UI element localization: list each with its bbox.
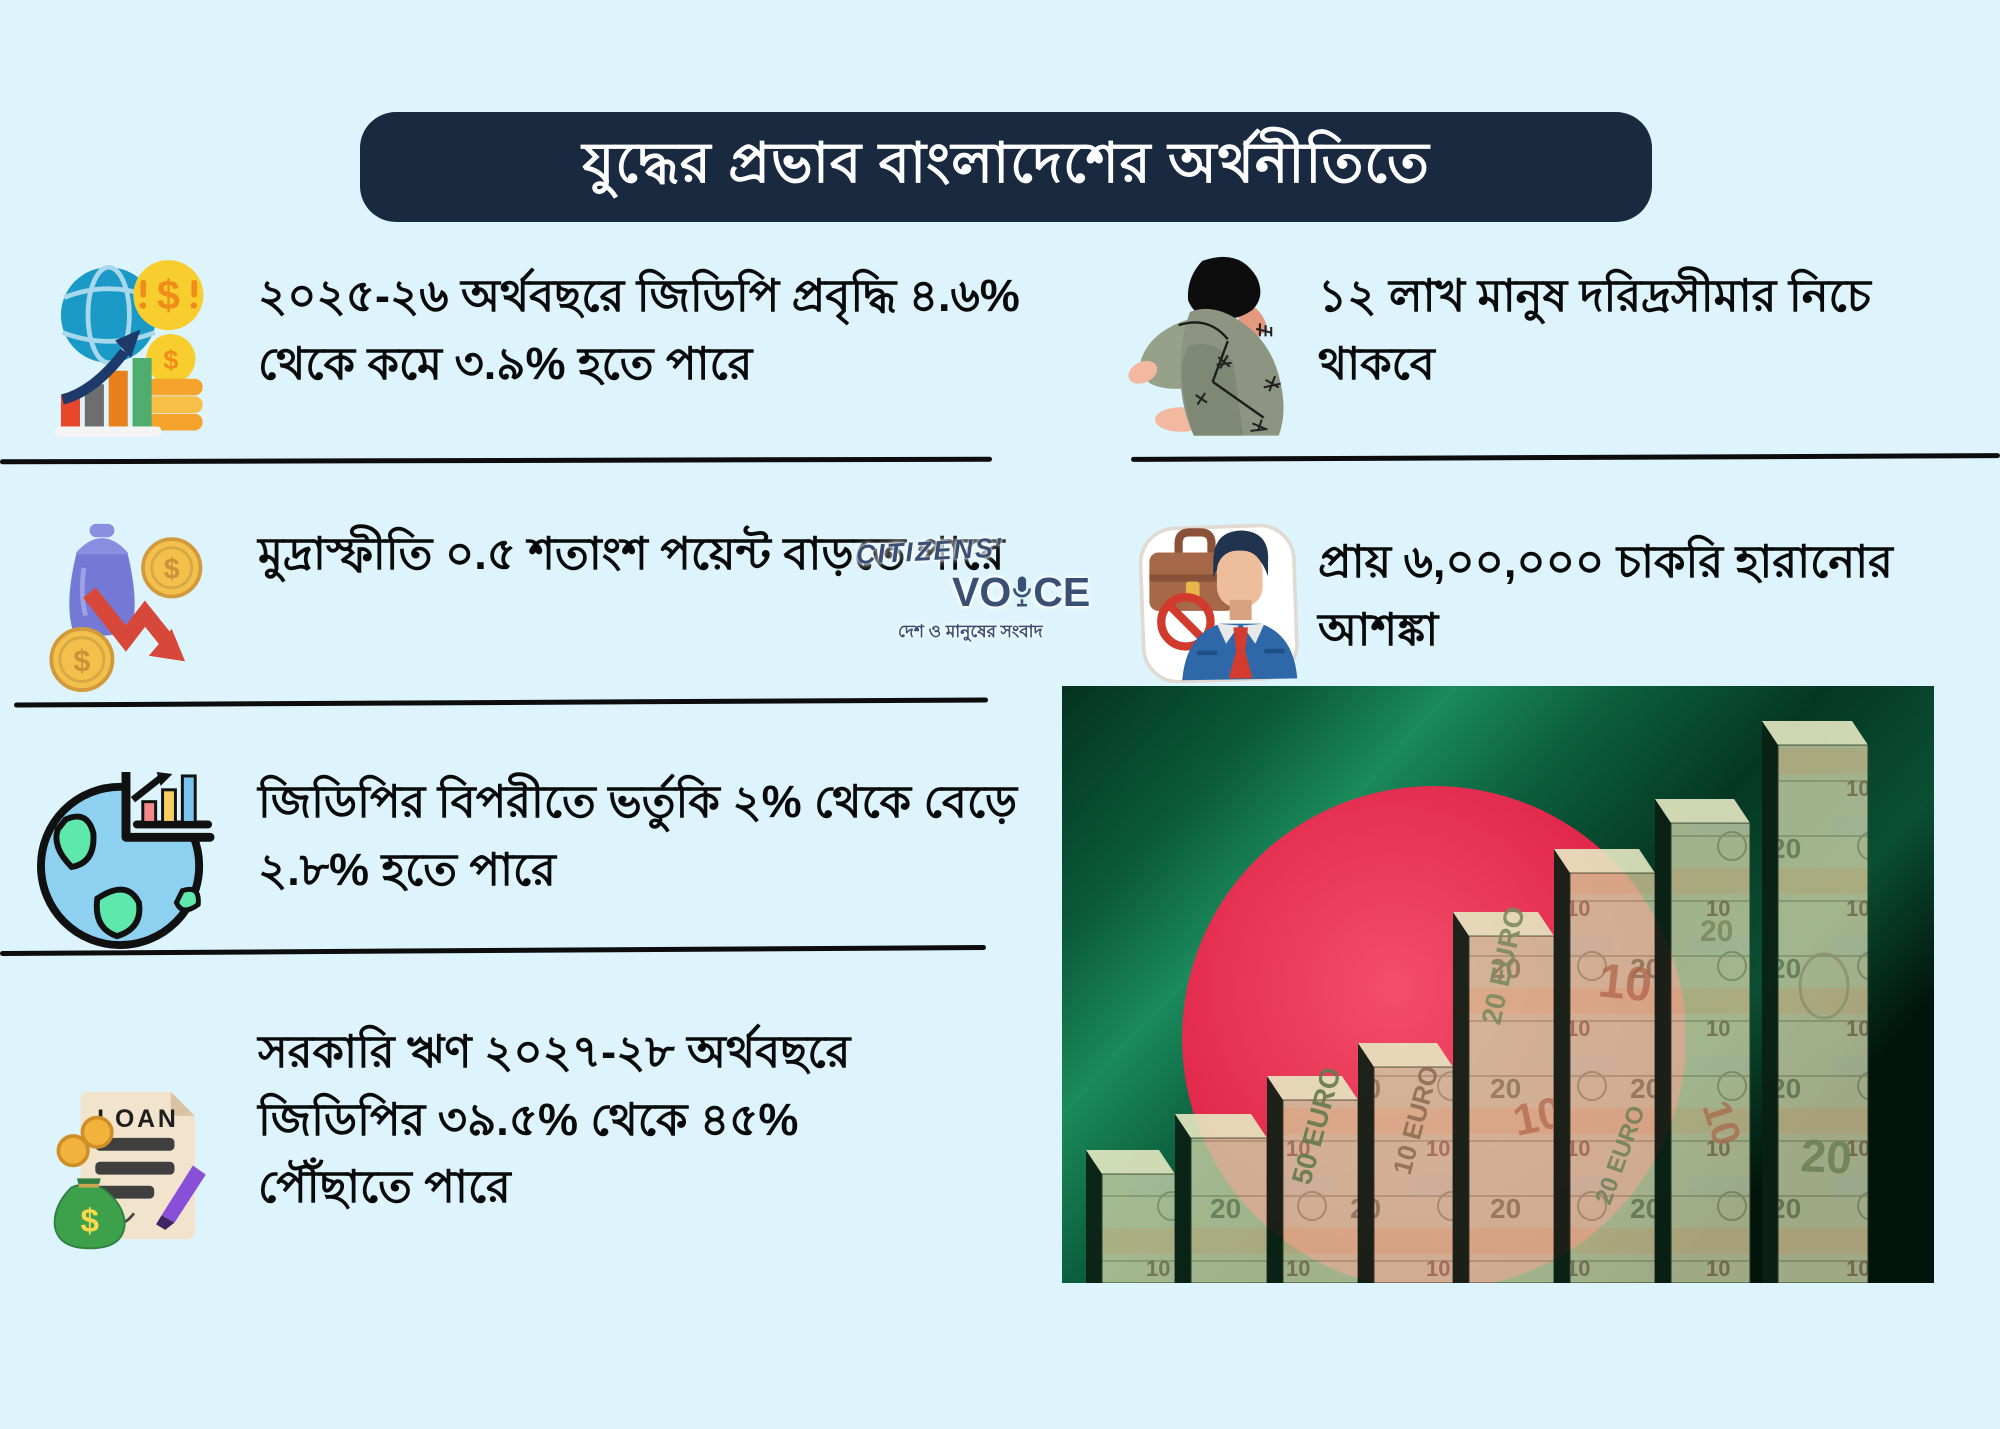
fact-subsidy: জিডিপির বিপরীতে ভর্তুকি ২% থেকে বেড়ে ২.… <box>258 776 1018 895</box>
coin-dollar-sign: $ <box>73 644 90 678</box>
divider-line <box>0 456 993 465</box>
logo-tagline: দেশ ও মানুষের সংবাদ <box>898 622 1043 641</box>
fact-government-debt: সরকারি ঋণ ২০২৭-২৮ অর্থবছরে জিডিপির ৩৯.৫%… <box>258 1026 851 1212</box>
logo-voice-right: CE <box>1033 569 1091 615</box>
money-bag-falling-arrow-icon: $ $ <box>38 520 208 692</box>
coin-dollar-sign: $ <box>163 345 178 375</box>
money-bag-dollar-sign: $ <box>81 1203 99 1240</box>
globe-coins-bar-chart-icon: $ $ <box>35 245 215 440</box>
fact-poverty: ১২ লাখ মানুষ দরিদ্রসীমার নিচে থাকবে <box>1318 270 1871 389</box>
title-banner: যুদ্ধের প্রভাব বাংলাদেশের অর্থনীতিতে <box>360 112 1652 222</box>
coin-dollar-sign: $ <box>164 553 180 585</box>
banknote-number: 10 <box>1596 954 1655 1012</box>
citizens-voice-logo: CITIZENS' VO CE দেশ ও মানুষের সংবাদ <box>855 532 1116 647</box>
banknote-number: 20 <box>1799 1129 1853 1184</box>
microphone-icon <box>1013 576 1032 606</box>
fact-gdp-growth: ২০২৫-২৬ অর্থবছরে জিডিপি প্রবৃদ্ধি ৪.৬% থ… <box>258 270 1020 389</box>
divider-line <box>13 697 989 708</box>
globe-growth-chart-icon <box>35 772 215 950</box>
man-briefcase-banned-icon <box>1122 505 1300 683</box>
bangladesh-flag-money-chart-image: 20 10 50 EURO 10 EURO <box>1062 686 1934 1283</box>
logo-voice-left: VO <box>952 569 1012 615</box>
coin-dollar-sign: $ <box>157 272 180 318</box>
page-title: যুদ্ধের প্রভাব বাংলাদেশের অর্থনীতিতে <box>582 131 1430 194</box>
logo-voice-text: VO CE <box>952 569 1116 616</box>
money-bar-chart: 50 EURO 10 EURO 20 EURO 10 10 20 EURO 20… <box>1086 721 1869 1283</box>
fact-inflation: মুদ্রাস্ফীতি ০.৫ শতাংশ পয়েন্ট বাড়তে পা… <box>258 528 1005 579</box>
divider-line <box>1130 453 2000 462</box>
banknote-number: 20 <box>1700 915 1733 948</box>
fact-job-loss: প্রায় ৬,০০,০০০ চাকরি হারানোর আশঙ্কা <box>1318 536 1893 655</box>
sad-poor-person-icon <box>1122 247 1292 440</box>
loan-document-money-bag-icon: LOAN $ <box>40 1075 215 1255</box>
